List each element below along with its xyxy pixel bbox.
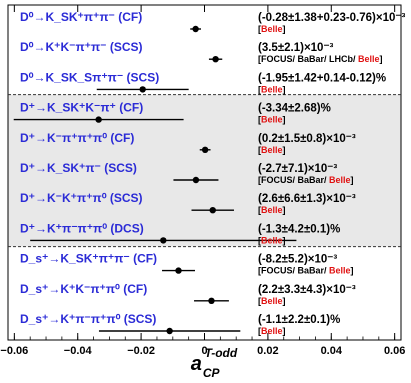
entry-source: [FOCUS/ BaBar/ LHCb/ Belle] bbox=[258, 54, 383, 64]
entry-result: (3.5±2.1)×10⁻³ bbox=[258, 42, 334, 54]
entry-source: [Belle] bbox=[258, 84, 286, 94]
data-point bbox=[95, 116, 102, 123]
data-point bbox=[175, 267, 182, 274]
entry-source: [Belle] bbox=[258, 24, 286, 34]
entry-label: D_s⁺→K⁺π⁻π⁺π⁰ (SCS) bbox=[20, 312, 156, 326]
x-tick-label: 0 bbox=[201, 345, 207, 357]
entry-label: D⁰→K⁺K⁻π⁺π⁻ (SCS) bbox=[20, 40, 143, 54]
group-separator-layer bbox=[8, 94, 401, 248]
entry-source: [Belle] bbox=[258, 235, 286, 245]
entry-label: D⁺→K⁺π⁻π⁺π⁰ (DCS) bbox=[20, 221, 144, 235]
entry-source: [FOCUS/ BaBar/ Belle] bbox=[258, 266, 354, 276]
x-axis: −0.06 −0.04 −0.02 0 0.02 0.04 0.06 bbox=[0, 5, 405, 357]
x-tick-label: −0.04 bbox=[64, 345, 93, 357]
data-point bbox=[139, 86, 146, 93]
entry-label: D⁰→K_SK⁺π⁺π⁻ (CF) bbox=[20, 10, 142, 24]
entry-result: (-8.2±5.2)×10⁻³ bbox=[258, 254, 337, 266]
entry-result: (-1.3±4.2±0.1)% bbox=[258, 223, 340, 235]
x-tick-label: −0.06 bbox=[0, 345, 28, 357]
data-point bbox=[166, 327, 173, 335]
entry-label: D_s⁺→K⁺K⁻π⁺π⁰ (CF) bbox=[20, 282, 147, 296]
x-tick-label: 0.02 bbox=[257, 345, 278, 357]
x-tick-label: 0.04 bbox=[321, 345, 343, 357]
entry-source: [Belle] bbox=[258, 115, 286, 125]
x-axis-title: aCPT-odd bbox=[191, 346, 238, 380]
entry-source: [Belle] bbox=[258, 205, 286, 215]
entry-source: [Belle] bbox=[258, 145, 286, 155]
entry-label: D_s⁺→K_SK⁺π⁺π⁻ (CF) bbox=[20, 252, 157, 266]
entry-source: [Belle] bbox=[258, 326, 286, 336]
entry-label: D⁺→K⁻π⁺π⁺π⁰ (CF) bbox=[20, 131, 134, 145]
data-point bbox=[201, 146, 209, 153]
data-point bbox=[212, 56, 219, 63]
entry-result: (0.2±1.5±0.8)×10⁻³ bbox=[258, 133, 356, 145]
entry-label: D⁺→K⁻K⁺π⁺π⁰ (SCS) bbox=[20, 191, 143, 205]
entry-result: (2.2±3.3±4.3)×10⁻³ bbox=[258, 284, 356, 296]
data-point-layer bbox=[13, 25, 297, 335]
data-point bbox=[192, 176, 200, 184]
entry-label: D⁺→K_SK⁺π⁻ (SCS) bbox=[20, 161, 137, 175]
data-point bbox=[209, 207, 216, 214]
entry-result: (-3.34±2.68)% bbox=[258, 103, 331, 115]
entry-label: D⁺→K_SK⁺K⁻π⁺ (CF) bbox=[20, 101, 143, 115]
x-tick-label: 0.06 bbox=[384, 345, 405, 357]
entry-label: D⁰→K_SK_Sπ⁺π⁻ (SCS) bbox=[20, 70, 159, 84]
entry-result: (-1.1±2.2±0.1)% bbox=[258, 314, 340, 326]
entry-result: (-1.95±1.42+0.14-0.12)% bbox=[258, 72, 386, 84]
entry-source: [FOCUS/ BaBar/ Belle] bbox=[258, 175, 354, 185]
entry-result: (2.6±6.6±1.3)×10⁻³ bbox=[258, 193, 356, 205]
entry-result: (-2.7±7.1)×10⁻³ bbox=[258, 163, 337, 175]
entry-result: (-0.28±1.38+0.23-0.76)×10⁻³ bbox=[258, 12, 405, 24]
data-point bbox=[192, 25, 199, 33]
data-point bbox=[208, 297, 215, 304]
data-point bbox=[160, 237, 167, 244]
x-tick-label: −0.02 bbox=[127, 345, 155, 357]
entry-label-layer: D⁰→K_SK⁺π⁺π⁻ (CF) (-0.28±1.38+0.23-0.76)×… bbox=[20, 10, 405, 336]
entry-source: [Belle] bbox=[258, 296, 286, 306]
